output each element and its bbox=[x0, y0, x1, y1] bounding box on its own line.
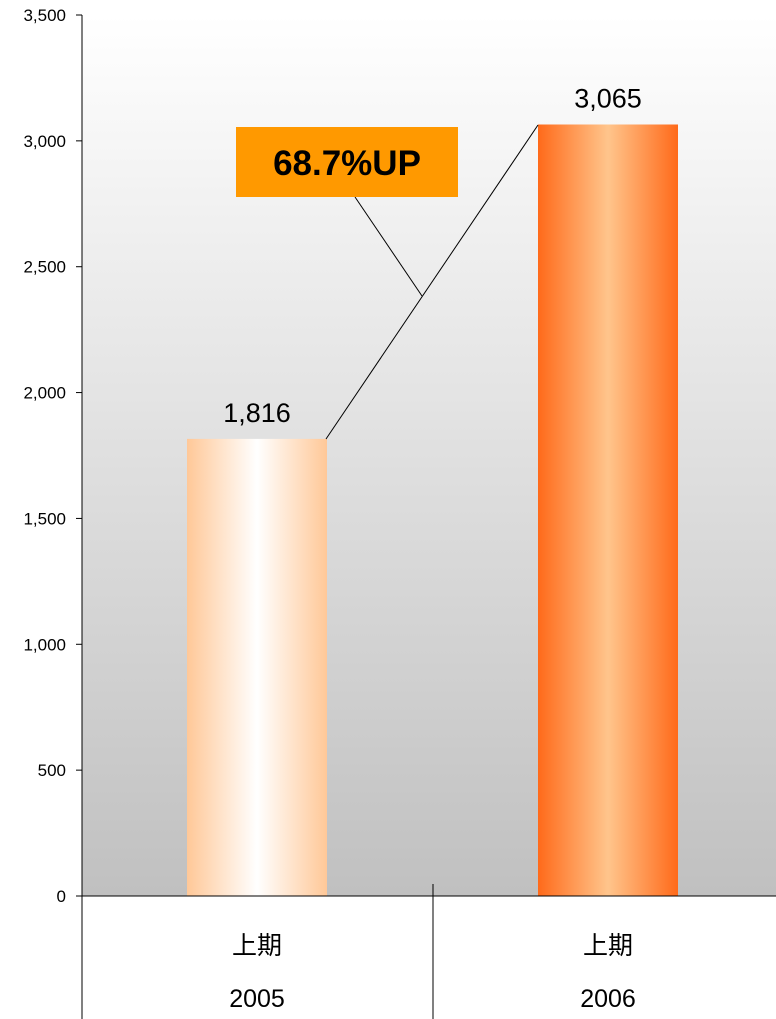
y-tick-label: 3,500 bbox=[23, 6, 66, 25]
callout-box bbox=[236, 127, 458, 197]
category-year-label: 2006 bbox=[580, 985, 636, 1013]
y-tick-label: 3,000 bbox=[23, 132, 66, 151]
y-tick-label: 2,000 bbox=[23, 384, 66, 403]
growth-connector-line bbox=[325, 124, 539, 440]
bar-2006 bbox=[538, 124, 678, 896]
growth-annotation: 68.7%UP bbox=[236, 124, 539, 440]
value-label: 3,065 bbox=[574, 83, 642, 113]
y-tick-label: 1,500 bbox=[23, 509, 66, 528]
category-year-label: 2005 bbox=[229, 985, 285, 1013]
y-tick-label: 500 bbox=[38, 761, 66, 780]
value-label: 1,816 bbox=[223, 398, 291, 428]
callout-text: 68.7%UP bbox=[273, 144, 421, 183]
y-tick-label: 1,000 bbox=[23, 635, 66, 654]
bar-2005 bbox=[187, 438, 327, 896]
y-tick-label: 2,500 bbox=[23, 258, 66, 277]
category-period-label: 上期 bbox=[232, 932, 282, 960]
y-tick-label: 0 bbox=[57, 887, 66, 906]
callout-leader-line bbox=[354, 196, 423, 297]
category-period-label: 上期 bbox=[583, 932, 633, 960]
